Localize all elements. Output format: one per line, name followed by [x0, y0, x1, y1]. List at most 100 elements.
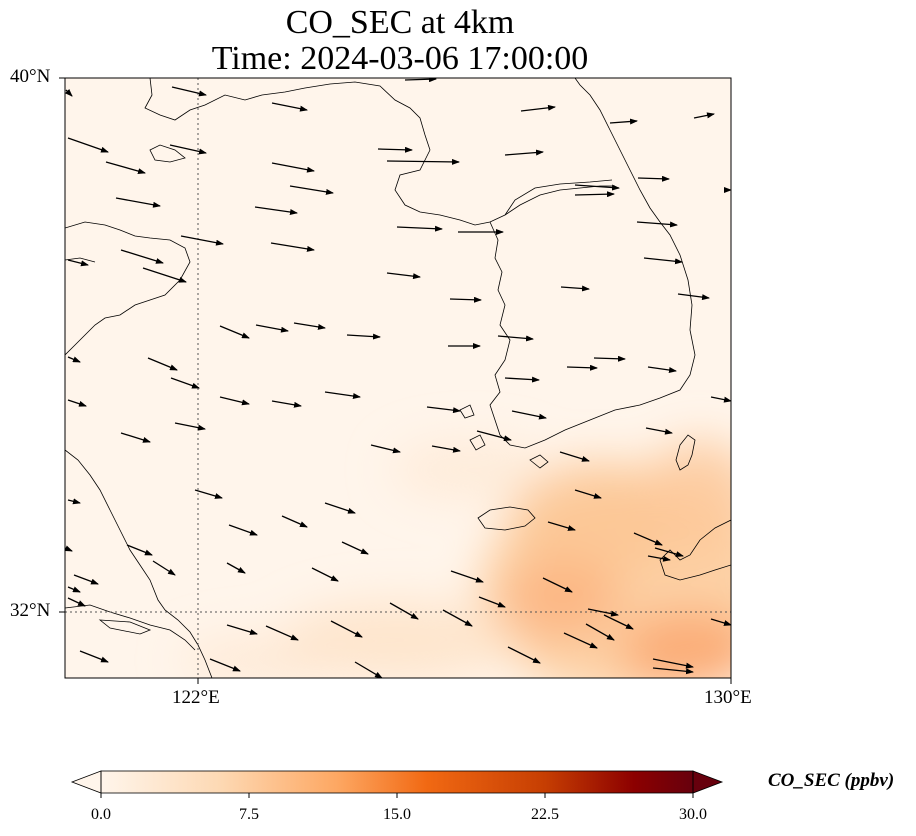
wind-vector-arrow	[370, 444, 401, 454]
colorbar-tick-3: 22.5	[531, 806, 559, 823]
colorbar-tick-2: 15.0	[383, 806, 411, 823]
wind-vector-arrow	[73, 574, 99, 585]
wind-vector-arrow	[271, 102, 308, 112]
wind-vector-arrow	[426, 406, 461, 414]
wind-vector-arrow	[497, 335, 534, 342]
wind-vector-arrow	[219, 396, 250, 406]
wind-vector-arrow	[171, 86, 207, 97]
wind-vector-arrow	[115, 197, 161, 208]
wind-vector-arrow	[174, 422, 206, 431]
liaodong-coast	[144, 78, 431, 151]
wind-vector-arrow	[654, 547, 684, 557]
wind-vector-arrow	[254, 206, 298, 215]
wind-vector-arrow	[431, 445, 461, 453]
wind-vectors	[65, 78, 731, 678]
wind-vector-arrow	[603, 614, 634, 630]
liaodong-islands	[149, 144, 186, 163]
wind-vector-arrow	[643, 257, 683, 265]
wind-vector-arrow	[377, 146, 413, 153]
wind-vector-arrow	[677, 293, 710, 301]
wind-vector-arrow	[566, 364, 598, 371]
wind-vector-arrow	[693, 112, 715, 119]
wind-vector-arrow	[574, 184, 620, 191]
wind-vector-arrow	[647, 555, 671, 562]
wind-vector-arrow	[180, 235, 224, 246]
wind-vector-arrow	[330, 620, 363, 638]
wind-vector-arrow	[65, 545, 73, 552]
wind-vector-arrow	[442, 609, 473, 627]
wind-vector-arrow	[450, 570, 484, 583]
wind-vector-arrow	[120, 432, 151, 443]
wind-vector-arrow	[507, 646, 541, 664]
wind-vector-arrow	[228, 524, 258, 536]
wind-vector-arrow	[67, 399, 87, 407]
ytick-label-40n: 40°N	[10, 66, 51, 87]
wind-vector-arrow	[559, 451, 590, 462]
wind-vector-arrow	[563, 632, 598, 649]
wind-vector-arrow	[574, 191, 615, 198]
wind-vector-arrow	[271, 400, 302, 408]
wind-vector-arrow	[341, 541, 369, 555]
wind-vector-arrow	[194, 489, 223, 499]
wind-vector-arrow	[226, 562, 246, 574]
wind-vector-arrow	[67, 498, 81, 505]
north-korea-west-coast	[394, 149, 615, 226]
wind-vector-arrow	[105, 161, 146, 174]
map-title-line2: Time: 2024-03-06 17:00:00	[211, 40, 589, 77]
wind-vector-arrow	[710, 396, 731, 403]
china-east-coast	[65, 449, 213, 678]
wind-vector-arrow	[311, 567, 339, 582]
wind-vector-arrow	[652, 658, 694, 669]
wind-vector-arrow	[637, 175, 670, 182]
wind-vector-arrow	[386, 158, 460, 165]
wind-vector-arrow	[585, 623, 615, 641]
wind-vector-arrow	[79, 650, 109, 663]
map-title-line1: CO_SEC at 4km	[285, 4, 515, 41]
wind-vector-arrow	[354, 661, 383, 678]
shandong-north	[65, 257, 96, 263]
wind-vector-arrow	[386, 272, 421, 280]
colorbar-extend-max	[692, 770, 724, 794]
wind-vector-arrow	[219, 325, 250, 339]
jeju-island	[477, 506, 536, 531]
colorbar-tick-4: 30.0	[679, 806, 707, 823]
wind-vector-arrow	[126, 544, 153, 556]
wind-vector-arrow	[645, 427, 673, 435]
wind-vector-arrow	[67, 356, 81, 363]
wind-vector-arrow	[67, 259, 89, 267]
wind-vector-arrow	[710, 618, 731, 626]
wind-vector-arrow	[142, 267, 187, 283]
wind-vector-arrow	[636, 221, 678, 228]
wind-vector-arrow	[67, 597, 86, 607]
dmz-line	[504, 179, 613, 216]
wind-vector-arrow	[560, 285, 590, 292]
xtick-label-130e: 130°E	[704, 687, 752, 708]
coastlines	[65, 78, 731, 678]
wind-vector-arrow	[547, 521, 576, 531]
wind-vector-arrow	[346, 333, 381, 340]
wind-vector-arrow	[209, 658, 241, 672]
colorbar-tick-0: 0.0	[91, 806, 111, 823]
wind-vector-arrow	[293, 322, 326, 330]
korea-west-coast	[489, 78, 696, 449]
wind-vector-arrow	[396, 225, 443, 232]
wind-vector-arrow	[289, 185, 334, 195]
wind-vector-arrow	[324, 502, 356, 514]
wind-vector-arrow	[67, 137, 109, 153]
yangtze-estuary	[65, 604, 196, 651]
wind-vector-arrow	[281, 515, 308, 528]
yangtze-island	[98, 619, 152, 635]
wind-vector-arrow	[170, 377, 200, 389]
wind-vector-arrow	[647, 366, 677, 373]
colorbar-extend-min	[70, 770, 102, 794]
wind-vector-arrow	[147, 357, 178, 371]
wind-vector-arrow	[504, 376, 540, 383]
xtick-label-122e: 122°E	[172, 687, 220, 708]
wind-vector-arrow	[65, 88, 73, 97]
wind-vector-arrow	[574, 489, 602, 499]
wind-vector-arrow	[542, 577, 573, 593]
wind-vector-arrow	[520, 104, 556, 112]
kyushu-coast	[659, 519, 731, 581]
wind-vector-arrow	[633, 532, 663, 546]
